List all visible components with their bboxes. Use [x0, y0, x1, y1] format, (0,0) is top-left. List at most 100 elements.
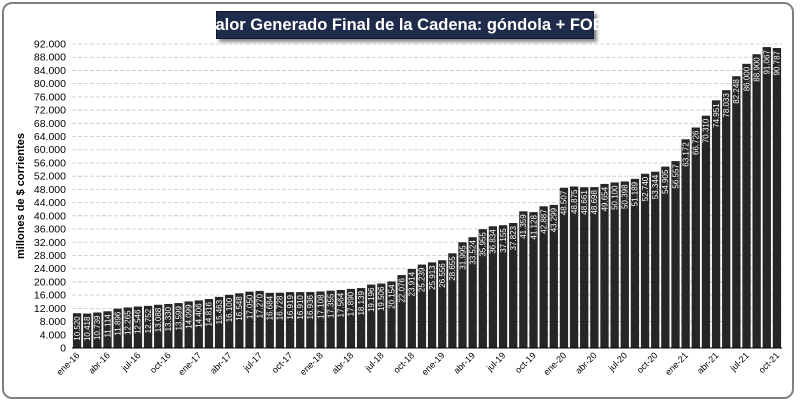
bar	[600, 183, 609, 348]
bar	[590, 187, 599, 348]
bar	[772, 48, 782, 348]
data-label: 18.139	[357, 291, 366, 316]
data-label: 10.520	[73, 316, 82, 341]
y-tick-label: 8.000	[40, 316, 66, 328]
y-tick-label: 56.000	[34, 157, 66, 169]
y-tick-label: 88.000	[34, 52, 66, 64]
bar	[559, 187, 569, 348]
data-label: 16.919	[286, 295, 295, 320]
data-label: 82.248	[732, 79, 741, 104]
y-tick-label: 16.000	[34, 290, 66, 302]
x-tick-label: oct-20	[635, 350, 660, 375]
x-tick-label: ene-16	[55, 350, 82, 377]
bar	[367, 284, 376, 348]
x-tick-label: abr-18	[330, 350, 355, 375]
data-label: 17.050	[245, 294, 254, 319]
y-tick-label: 24.000	[34, 263, 66, 275]
x-tick-label: jul-16	[119, 350, 142, 373]
data-label: 16.728	[276, 295, 285, 320]
bar	[498, 225, 508, 348]
x-tick-label: jul-18	[362, 350, 385, 373]
data-label: 13.599	[174, 306, 183, 331]
bar	[154, 304, 163, 348]
bar	[306, 292, 315, 348]
data-label: 17.108	[316, 294, 325, 319]
bar	[640, 173, 650, 348]
data-label: 91.067	[763, 50, 772, 75]
data-label: 22.076	[397, 278, 406, 303]
bar	[204, 299, 214, 348]
bar	[509, 223, 518, 348]
data-label: 56.557	[671, 164, 680, 189]
data-label: 78.033	[722, 93, 731, 118]
bar	[296, 292, 305, 348]
data-label: 48.507	[560, 190, 569, 215]
y-tick-label: 76.000	[34, 91, 66, 103]
bar	[377, 283, 386, 348]
data-label: 88.900	[752, 57, 761, 82]
x-tick-label: abr-20	[573, 350, 598, 375]
x-tick-label: oct-17	[270, 350, 295, 375]
bar	[478, 229, 487, 348]
bar	[133, 306, 143, 348]
bar	[610, 182, 619, 348]
y-tick-label: 80.000	[34, 78, 66, 90]
data-label: 16.684	[266, 295, 275, 320]
data-label: 16.936	[306, 294, 315, 319]
y-tick-label: 72.000	[34, 105, 66, 117]
x-tick-label: ene-20	[541, 350, 568, 377]
y-tick-label: 52.000	[34, 171, 66, 183]
bar	[336, 289, 345, 348]
bar	[235, 293, 244, 348]
bar	[113, 308, 122, 348]
bar	[691, 127, 700, 348]
data-label: 48.661	[580, 190, 589, 215]
x-axis-ticks: ene-16 abr-16 jul-16 oct-16 ene-17 abr-17 jul-…	[55, 350, 782, 377]
chart-title-box: Valor Generado Final de la Cadena: góndo…	[205, 11, 605, 39]
data-label: 26.556	[438, 263, 447, 288]
data-label: 50.100	[610, 185, 619, 210]
x-tick-label: ene-18	[298, 350, 325, 377]
data-labels: 10.520 10.418 10.739 11.114 11.896 12.265 12.5…	[73, 50, 782, 342]
bar	[245, 291, 254, 348]
data-label: 17.564	[337, 292, 346, 317]
data-label: 37.155	[499, 228, 508, 253]
data-label: 49.654	[600, 186, 609, 211]
chart-title: Valor Generado Final de la Cadena: góndo…	[205, 15, 605, 34]
x-tick-label: oct-21	[757, 350, 782, 375]
y-tick-label: 40.000	[34, 210, 66, 222]
x-tick-label: ene-21	[663, 350, 690, 377]
y-tick-label: 12.000	[34, 303, 66, 315]
data-label: 42.887	[539, 209, 548, 234]
data-label: 28.655	[448, 256, 457, 281]
x-tick-label: oct-19	[513, 350, 538, 375]
data-label: 12.265	[124, 310, 133, 335]
bar	[427, 262, 437, 348]
bar	[225, 294, 234, 348]
data-label: 51.189	[631, 181, 640, 206]
x-tick-label: jul-20	[606, 350, 629, 373]
bar	[711, 100, 721, 349]
bar	[468, 237, 477, 348]
y-tick-label: 68.000	[34, 118, 66, 130]
bar	[123, 307, 132, 348]
data-label: 63.172	[681, 142, 690, 167]
y-tick-label: 20.000	[34, 276, 66, 288]
bar	[326, 290, 335, 348]
bar	[316, 291, 325, 348]
bar	[265, 292, 274, 348]
bar	[661, 166, 670, 348]
data-label: 12.546	[134, 309, 143, 334]
bar	[103, 311, 112, 348]
data-label: 20.154	[387, 284, 396, 309]
bar	[732, 76, 741, 348]
bar	[519, 211, 528, 348]
data-label: 86.000	[742, 66, 751, 91]
data-label: 13.330	[164, 306, 173, 331]
bar	[620, 181, 629, 348]
data-label: 23.914	[408, 271, 417, 296]
data-label: 15.463	[215, 299, 224, 324]
bar	[701, 115, 711, 349]
